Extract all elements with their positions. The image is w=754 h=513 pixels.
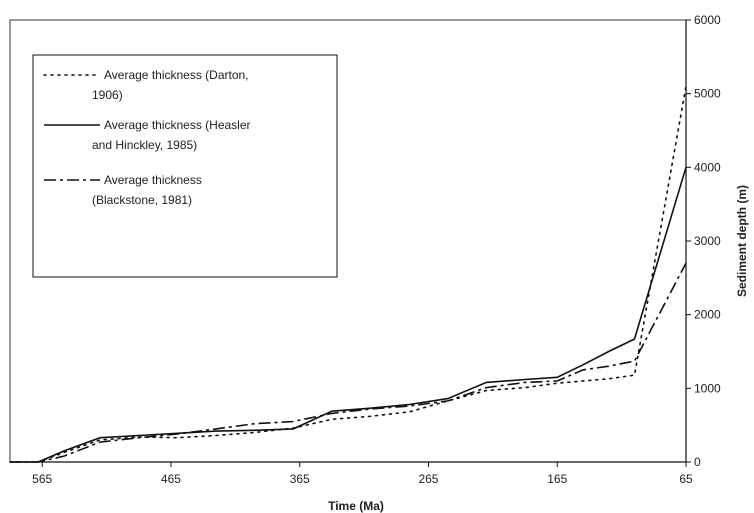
x-tick-label: 165: [547, 472, 567, 486]
x-tick-label: 365: [290, 472, 310, 486]
y-axis: 0 1000 2000 3000 4000 5000 6000: [685, 13, 721, 469]
legend-box: [32, 54, 338, 278]
series-line-1: [9, 85, 687, 463]
x-axis: 565 465 365 265 165 65: [10, 461, 693, 486]
y-tick-label: 3000: [694, 234, 721, 248]
x-tick-label: 565: [32, 472, 52, 486]
legend-label-3: Average thickness (Blackstone, 1981): [92, 173, 202, 207]
series-lines: [9, 85, 687, 463]
y-tick-label: 2000: [694, 308, 721, 322]
x-axis-title: Time (Ma): [328, 499, 384, 513]
legend: Average thickness (Darton, 1906) Average t…: [32, 54, 338, 278]
y-tick-label: 6000: [694, 13, 721, 27]
y-tick-label: 0: [694, 455, 701, 469]
y-tick-label: 4000: [694, 160, 721, 174]
x-tick-label: 65: [679, 472, 693, 486]
x-tick-label: 265: [418, 472, 438, 486]
y-axis-title: Sediment depth (m): [735, 185, 749, 297]
legend-label-2: Average thickness (Heasler and Hinckley, …: [92, 118, 251, 152]
series-line-3: [10, 262, 687, 463]
legend-label-1: Average thickness (Darton, 1906): [92, 68, 249, 102]
y-tick-label: 1000: [694, 381, 721, 395]
series-line-2: [10, 167, 687, 463]
y-tick-label: 5000: [694, 87, 721, 101]
x-tick-label: 465: [161, 472, 181, 486]
